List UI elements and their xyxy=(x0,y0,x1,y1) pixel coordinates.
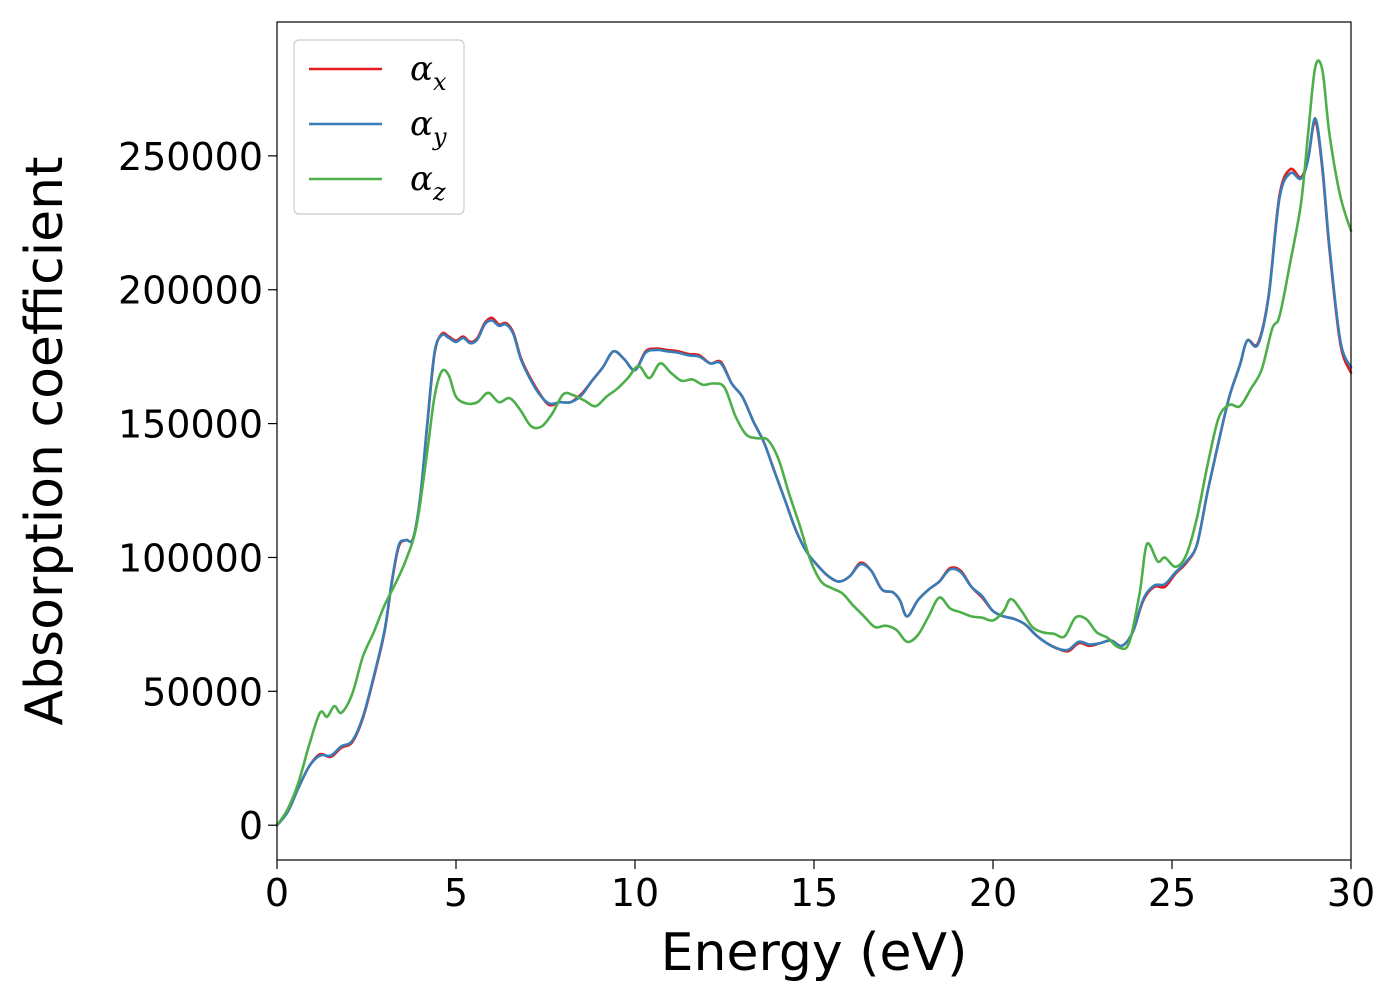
x-tick-label: 5 xyxy=(444,871,468,915)
y-tick-label: 200000 xyxy=(118,269,263,313)
y-axis: 0 50000 100000 150000 200000 250000 xyxy=(118,135,277,848)
x-axis: 0 5 10 15 20 25 30 xyxy=(265,860,1375,915)
x-tick-label: 25 xyxy=(1148,871,1196,915)
legend-label-y: αy xyxy=(410,104,447,151)
y-tick-label: 250000 xyxy=(118,135,263,179)
y-tick-label: 150000 xyxy=(118,403,263,447)
y-tick-label: 0 xyxy=(239,804,263,848)
legend-label-x: αx xyxy=(410,49,447,96)
y-tick-label: 100000 xyxy=(118,536,263,580)
series-layer xyxy=(275,59,1353,827)
x-tick-label: 0 xyxy=(265,871,289,915)
y-tick-label: 50000 xyxy=(142,670,263,714)
series-line-z xyxy=(275,59,1353,827)
legend-box xyxy=(293,39,465,215)
y-axis-title: Absorption coefficient xyxy=(15,156,75,725)
legend-label-z: αz xyxy=(410,159,446,206)
series-line-y xyxy=(275,117,1353,827)
legend: αx αy αz xyxy=(293,39,465,215)
x-tick-label: 15 xyxy=(790,871,838,915)
x-tick-label: 30 xyxy=(1327,871,1375,915)
x-axis-title: Energy (eV) xyxy=(661,923,968,983)
x-tick-label: 20 xyxy=(969,871,1017,915)
legend-items: αx αy αz xyxy=(309,49,447,206)
x-tick-label: 10 xyxy=(611,871,659,915)
